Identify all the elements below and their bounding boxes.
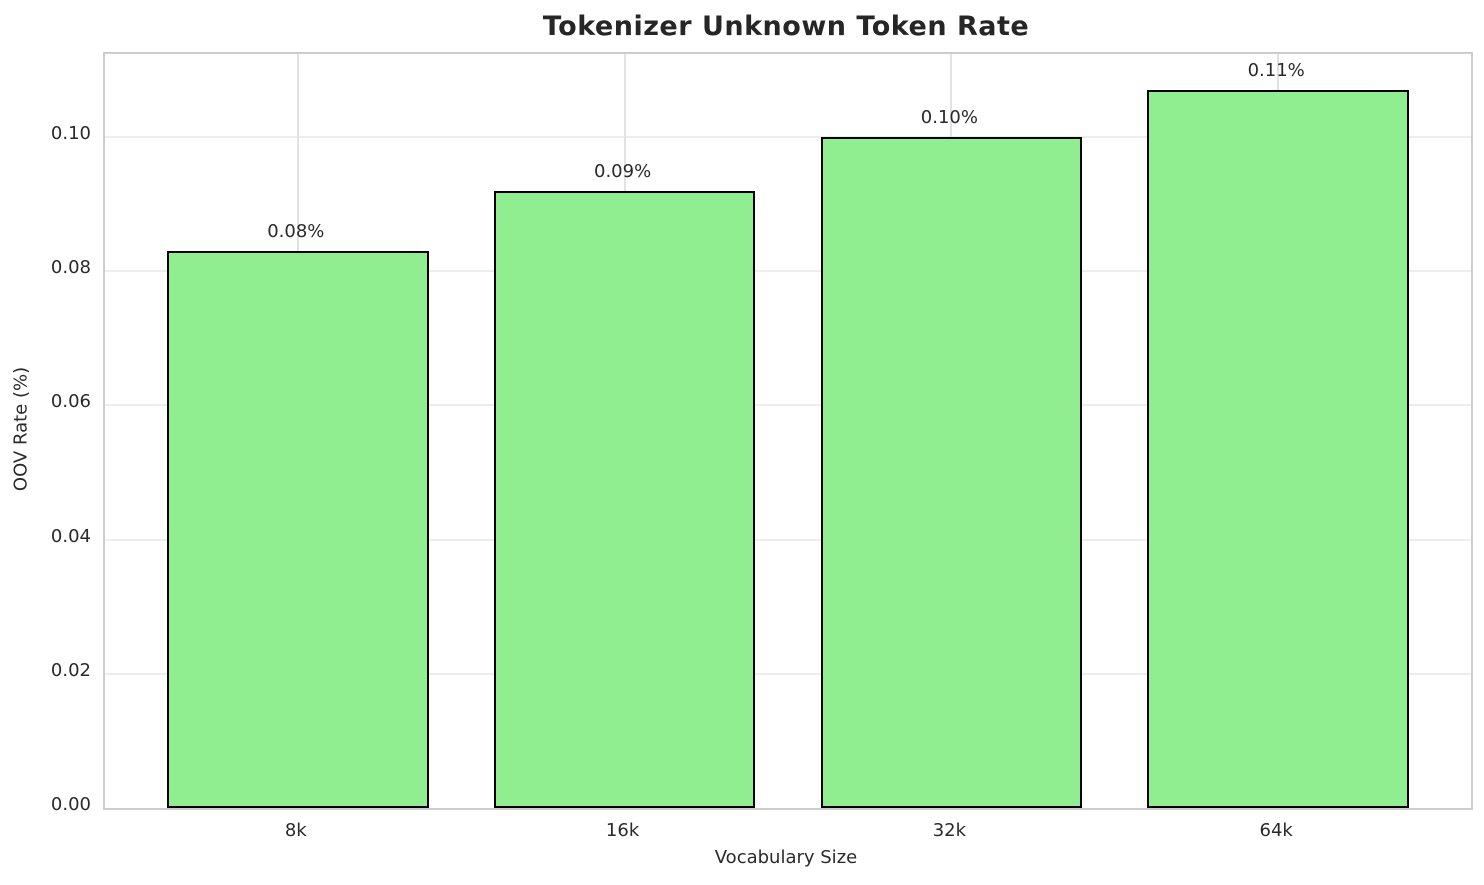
gridline-horizontal [105, 135, 1471, 138]
gridline-horizontal [105, 404, 1471, 407]
x-tick-label: 16k [605, 820, 640, 841]
plot-area [103, 52, 1473, 810]
bar-value-label: 0.11% [1247, 59, 1305, 81]
bar-64k [1147, 89, 1409, 808]
x-tick-label: 8k [284, 820, 307, 841]
gridline-horizontal [105, 538, 1471, 541]
y-tick-label: 0.06 [50, 391, 91, 413]
y-tick-label: 0.04 [50, 525, 91, 547]
chart-title: Tokenizer Unknown Token Rate [542, 11, 1030, 42]
y-tick-label: 0.10 [50, 122, 91, 144]
bar-value-label: 0.09% [594, 160, 652, 182]
bar-32k [820, 136, 1083, 808]
y-tick-label: 0.00 [50, 794, 91, 815]
x-tick-label: 32k [932, 820, 967, 841]
gridline-horizontal [105, 672, 1471, 675]
bar-value-label: 0.10% [920, 106, 978, 128]
x-tick-label: 64k [1259, 820, 1293, 841]
bar-8k [167, 250, 429, 808]
x-axis-label: Vocabulary Size [714, 847, 858, 868]
bar-16k [493, 190, 756, 808]
gridline-horizontal [105, 270, 1471, 273]
y-tick-label: 0.08 [50, 257, 91, 279]
bar-value-label: 0.08% [267, 220, 325, 242]
y-axis-label: OOV Rate (%) [10, 366, 32, 492]
y-tick-label: 0.02 [50, 659, 91, 681]
